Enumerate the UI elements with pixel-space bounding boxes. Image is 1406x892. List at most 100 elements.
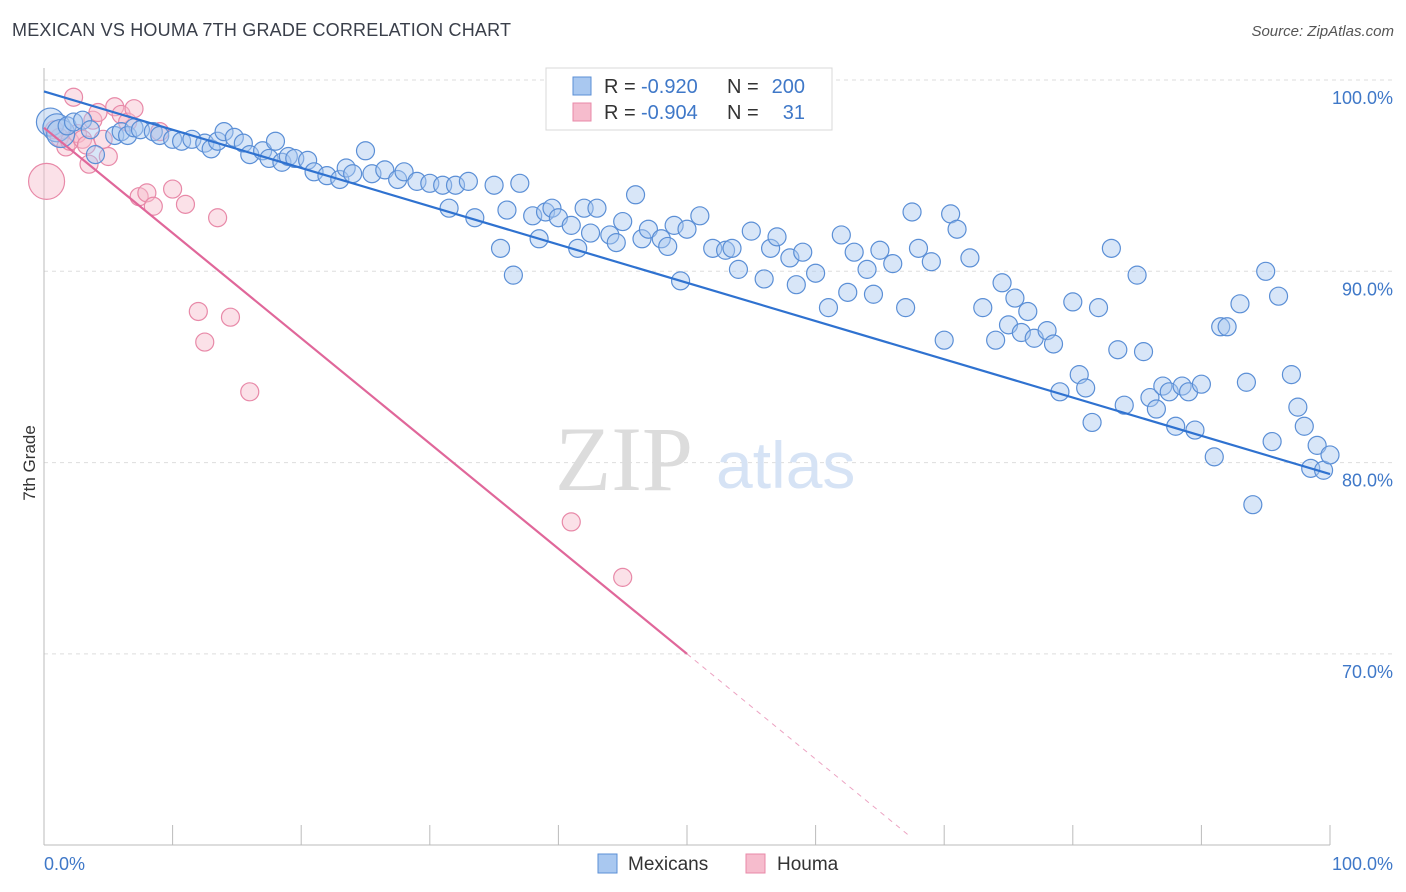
mexicans-point <box>510 173 530 193</box>
mexicans-point <box>1243 495 1263 515</box>
mexicans-point <box>85 145 106 165</box>
mexicans-point <box>741 221 761 241</box>
mexicans-point <box>1236 372 1257 392</box>
mexicans-point <box>394 162 414 182</box>
mexicans-point <box>793 242 813 262</box>
watermark-atlas: atlas <box>716 428 855 502</box>
mexicans-point <box>1211 317 1231 337</box>
mexicans-point <box>651 229 671 249</box>
mexicans-point <box>542 198 562 218</box>
legend-n-label: N = <box>727 102 759 124</box>
mexicans-point <box>587 198 607 218</box>
mexicans-point <box>600 225 620 245</box>
houma-point <box>163 179 183 199</box>
mexicans-point <box>1204 447 1224 467</box>
axes: 100.0% 90.0% 80.0% 70.0% 0.0% 100.0% <box>43 68 1393 874</box>
mexicans-point <box>1230 294 1250 314</box>
mexicans-point <box>896 298 916 318</box>
mexicans-point <box>445 175 466 195</box>
mexicans-point <box>458 171 478 191</box>
watermark-zip: ZIP <box>555 408 693 510</box>
houma-trend-extension <box>686 653 910 837</box>
legend-r-value: -0.920 <box>641 76 698 98</box>
mexicans-point <box>233 133 253 153</box>
mexicans-point <box>786 275 806 295</box>
mexicans-point <box>863 284 884 304</box>
mexicans-point <box>638 219 659 239</box>
mexicans-point <box>490 238 511 258</box>
mexicans-point <box>1146 399 1166 419</box>
mexicans-points <box>35 107 1340 515</box>
mexicans-point <box>1256 261 1276 281</box>
houma-point <box>124 99 144 119</box>
mexicans-point <box>992 273 1012 293</box>
mexicans-point <box>844 242 864 262</box>
mexicans-point <box>1005 288 1025 308</box>
mexicans-point <box>1114 395 1134 415</box>
mexicans-point <box>1288 397 1308 417</box>
y-axis-title: 7th Grade <box>20 425 39 501</box>
mexicans-point <box>606 233 626 253</box>
mexicans-point <box>870 240 890 260</box>
mexicans-point <box>388 169 408 190</box>
trend-lines <box>43 90 1331 837</box>
mexicans-point <box>362 164 382 184</box>
chart-title: MEXICAN VS HOUMA 7TH GRADE CORRELATION C… <box>12 20 512 40</box>
houma-point <box>63 87 84 107</box>
mexicans-point <box>1281 365 1302 385</box>
mexicans-point <box>343 164 363 184</box>
mexicans-point <box>523 206 543 226</box>
y-tick-label: 90.0% <box>1342 279 1393 299</box>
mexicans-point <box>754 269 774 289</box>
mexicans-point <box>1018 301 1038 322</box>
x-tick-label: 100.0% <box>1332 854 1393 874</box>
legend-n-label: N = <box>727 76 759 98</box>
mexicans-point <box>613 211 633 232</box>
mexicans-point <box>1294 416 1314 436</box>
mexicans-point <box>1140 387 1160 408</box>
houma-point <box>613 567 633 587</box>
mexicans-point <box>214 122 234 142</box>
mexicans-point <box>1082 412 1102 433</box>
legend-swatch-houma <box>572 102 592 122</box>
watermark: ZIP atlas <box>555 408 855 510</box>
mexicans-point <box>1191 374 1212 394</box>
mexicans-point <box>921 252 941 272</box>
mexicans-trend-line <box>43 90 1331 476</box>
mexicans-point <box>760 238 781 258</box>
bottom-legend: Mexicans Houma <box>597 853 839 875</box>
mexicans-point <box>722 238 742 258</box>
houma-point <box>561 512 581 532</box>
houma-point <box>175 194 196 214</box>
mexicans-point <box>677 219 697 239</box>
legend-label-mexicans: Mexicans <box>628 854 708 875</box>
mexicans-point <box>986 330 1006 350</box>
mexicans-point <box>580 223 601 243</box>
mexicans-point <box>960 248 980 268</box>
mexicans-point <box>805 263 826 283</box>
houma-point <box>240 382 260 402</box>
legend-box <box>545 67 833 131</box>
source-note: Source: ZipAtlas.com <box>1251 23 1394 40</box>
mexicans-point <box>561 215 581 235</box>
mexicans-point <box>1127 265 1147 285</box>
houma-points <box>27 87 633 587</box>
legend-swatch-mexicans <box>597 853 618 874</box>
mexicans-point <box>80 120 100 140</box>
mexicans-point <box>1108 340 1128 360</box>
houma-trend-line <box>43 126 688 655</box>
mexicans-point <box>947 219 967 239</box>
mexicans-point <box>497 200 517 220</box>
mexicans-point <box>1217 317 1237 337</box>
mexicans-point <box>201 139 221 159</box>
mexicans-point <box>1268 286 1289 306</box>
houma-point <box>143 196 163 216</box>
mexicans-point <box>902 202 922 222</box>
y-tick-label: 100.0% <box>1332 88 1393 108</box>
legend-n-value: 200 <box>772 76 805 98</box>
mexicans-point <box>818 298 839 318</box>
mexicans-point <box>1133 342 1154 362</box>
top-legend: R = -0.920 N = 200 R = -0.904 N = 31 <box>545 67 833 131</box>
mexicans-point <box>1320 445 1340 465</box>
